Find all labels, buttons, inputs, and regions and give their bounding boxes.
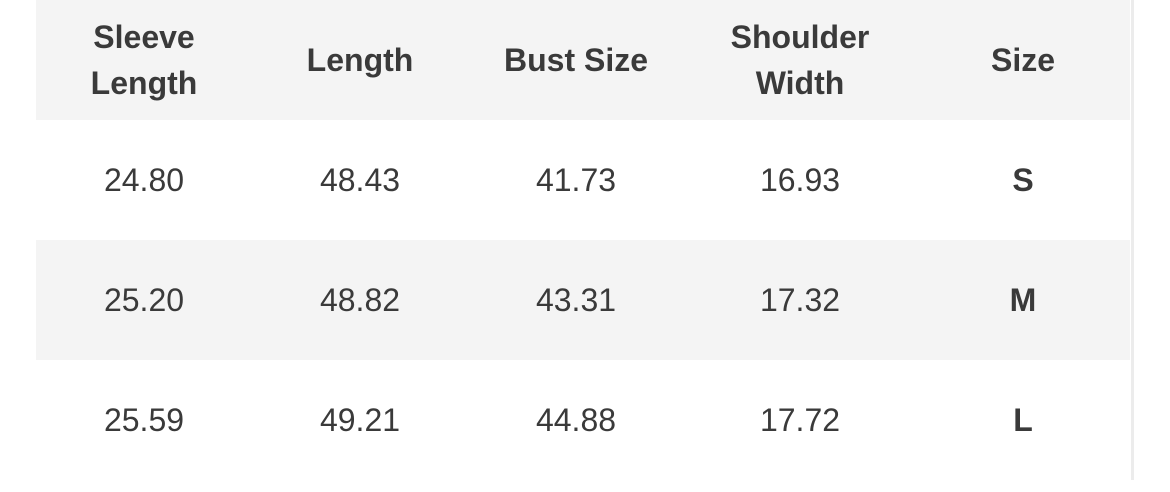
scroll-edge xyxy=(1131,0,1134,480)
measure-cell: 24.80 xyxy=(103,162,185,198)
measure-cell: 48.82 xyxy=(319,282,401,318)
header-row: Sleeve Length Length Bust Size Shoulder Wid… xyxy=(36,0,1130,120)
column-header: Shoulder Width xyxy=(730,19,870,101)
measure-cell: 25.59 xyxy=(103,402,185,438)
table-row: 25.20 48.82 43.31 17.32 M xyxy=(36,240,1130,360)
column-header: Size xyxy=(990,42,1056,78)
measure-cell: 17.72 xyxy=(759,402,841,438)
table-row: 25.59 49.21 44.88 17.72 L xyxy=(36,360,1130,480)
column-header: Sleeve Length xyxy=(90,19,198,101)
measure-cell: 41.73 xyxy=(535,162,617,198)
size-cell: S xyxy=(1012,162,1034,198)
column-header: Bust Size xyxy=(503,42,649,78)
column-header: Length xyxy=(306,42,414,78)
measure-cell: 17.32 xyxy=(759,282,841,318)
measure-cell: 49.21 xyxy=(319,402,401,438)
measure-cell: 43.31 xyxy=(535,282,617,318)
measure-cell: 48.43 xyxy=(319,162,401,198)
size-cell: L xyxy=(1013,402,1033,438)
size-table: Sleeve Length Length Bust Size Shoulder Wid… xyxy=(36,0,1130,480)
measure-cell: 44.88 xyxy=(535,402,617,438)
measure-cell: 16.93 xyxy=(759,162,841,198)
table-row: 24.80 48.43 41.73 16.93 S xyxy=(36,120,1130,240)
measure-cell: 25.20 xyxy=(103,282,185,318)
size-cell: M xyxy=(1009,282,1037,318)
